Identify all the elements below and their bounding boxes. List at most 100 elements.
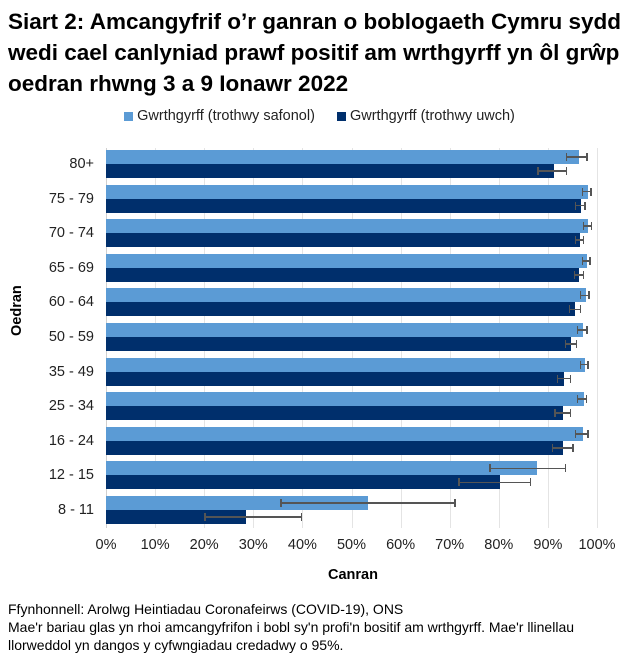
error-bar bbox=[574, 274, 584, 276]
error-cap bbox=[565, 153, 568, 161]
legend-swatch-higher bbox=[336, 111, 346, 121]
legend: Gwrthgyrff (trothwy safonol) Gwrthgyrff … bbox=[0, 108, 639, 125]
error-cap bbox=[569, 409, 572, 418]
gridline bbox=[597, 148, 598, 528]
error-cap bbox=[575, 340, 578, 348]
error-cap bbox=[574, 236, 577, 245]
category-label: 12 - 15 bbox=[48, 467, 94, 484]
error-cap bbox=[574, 201, 577, 210]
bar-higher bbox=[106, 198, 581, 213]
error-cap bbox=[576, 395, 579, 404]
x-tick-label: 70% bbox=[435, 537, 465, 553]
error-bar bbox=[566, 156, 588, 158]
category-label: 50 - 59 bbox=[48, 329, 94, 345]
legend-label-higher: Gwrthgyrff (trothwy uwch) bbox=[349, 108, 515, 124]
category-axis: 80+ 75 - 79 70 - 74 65 - 69 60 - 64 50 - 59 35… bbox=[0, 0, 94, 669]
category-label: 16 - 24 bbox=[48, 432, 94, 449]
x-tick-label: 80% bbox=[484, 537, 514, 553]
category-label: 65 - 69 bbox=[48, 259, 94, 276]
error-cap bbox=[537, 167, 539, 175]
x-tick-label: 90% bbox=[533, 537, 563, 553]
error-cap bbox=[582, 236, 584, 245]
error-cap bbox=[579, 360, 582, 369]
bar-standard bbox=[106, 184, 588, 199]
bar-higher bbox=[106, 510, 246, 524]
source-note: Ffynhonnell: Arolwg Heintiadau Coronafei… bbox=[8, 601, 404, 617]
error-cap bbox=[587, 360, 589, 369]
error-cap bbox=[590, 187, 592, 196]
category-label: 60 - 64 bbox=[48, 294, 94, 311]
error-cap bbox=[573, 270, 576, 279]
error-cap bbox=[585, 395, 588, 404]
bar-higher bbox=[106, 371, 565, 386]
error-bar bbox=[580, 294, 590, 297]
bar-standard bbox=[106, 496, 369, 510]
category-label: 25 - 34 bbox=[48, 398, 94, 415]
x-tick-label: 0% bbox=[95, 537, 117, 553]
error-bar bbox=[552, 447, 573, 449]
category-label: 8 - 11 bbox=[57, 502, 94, 518]
bar-standard bbox=[106, 426, 583, 441]
error-cap bbox=[579, 305, 582, 314]
explanatory-note: Mae'r bariau glas yn rhoi amcangyfrifon … bbox=[8, 619, 575, 653]
error-cap bbox=[586, 153, 588, 161]
category-label: 35 - 49 bbox=[48, 363, 94, 380]
error-cap bbox=[579, 291, 582, 300]
bar-higher bbox=[106, 302, 575, 317]
error-cap bbox=[576, 326, 579, 334]
chart-title: Siart 2: Amcangyfrif o’r ganran o boblog… bbox=[8, 9, 622, 96]
bar-standard bbox=[106, 357, 585, 372]
error-bar bbox=[569, 308, 581, 311]
error-cap bbox=[572, 443, 574, 452]
bar-standard bbox=[106, 461, 538, 476]
legend-swatch-standard bbox=[124, 111, 134, 121]
legend-item-higher: Gwrthgyrff (trothwy uwch) bbox=[336, 108, 515, 124]
footer: Ffynhonnell: Arolwg Heintiadau Coronafei… bbox=[8, 600, 638, 654]
error-bar bbox=[582, 190, 592, 193]
bar-higher bbox=[106, 267, 579, 282]
error-cap bbox=[458, 478, 460, 487]
error-bar bbox=[489, 467, 566, 470]
error-cap bbox=[529, 478, 532, 487]
error-bar bbox=[580, 363, 589, 366]
category-label: 80+ bbox=[69, 156, 94, 172]
error-bar bbox=[565, 343, 577, 345]
error-bar bbox=[583, 225, 592, 227]
x-tick-label: 10% bbox=[140, 537, 170, 553]
bar-standard bbox=[106, 150, 579, 164]
bar-higher bbox=[106, 475, 501, 490]
bar-standard bbox=[106, 288, 586, 303]
x-tick-label: 30% bbox=[238, 537, 268, 553]
error-cap bbox=[569, 374, 572, 383]
error-bar bbox=[575, 239, 584, 241]
error-cap bbox=[551, 443, 554, 452]
bar-higher bbox=[106, 233, 580, 248]
bar-higher bbox=[106, 440, 564, 455]
x-tick-label: 50% bbox=[336, 537, 367, 553]
error-bar bbox=[575, 433, 589, 435]
bar-standard bbox=[106, 392, 584, 407]
error-cap bbox=[554, 409, 556, 418]
bar-higher bbox=[106, 164, 555, 178]
error-cap bbox=[204, 513, 206, 521]
error-cap bbox=[565, 167, 568, 175]
bar-standard bbox=[106, 253, 587, 268]
error-cap bbox=[589, 256, 591, 265]
bar-standard bbox=[106, 323, 583, 337]
error-cap bbox=[581, 187, 584, 196]
error-bar bbox=[577, 329, 588, 331]
error-bar bbox=[538, 170, 567, 172]
error-cap bbox=[588, 291, 590, 300]
error-cap bbox=[587, 429, 589, 438]
error-bar bbox=[582, 260, 591, 262]
error-bar bbox=[575, 204, 586, 207]
error-cap bbox=[582, 270, 584, 279]
legend-item-standard: Gwrthgyrff (trothwy safonol) bbox=[124, 108, 315, 124]
error-bar bbox=[459, 481, 531, 484]
error-bar bbox=[557, 377, 571, 380]
error-bar bbox=[577, 398, 587, 400]
error-cap bbox=[489, 464, 491, 473]
error-bar bbox=[554, 412, 571, 414]
error-cap bbox=[300, 513, 303, 521]
